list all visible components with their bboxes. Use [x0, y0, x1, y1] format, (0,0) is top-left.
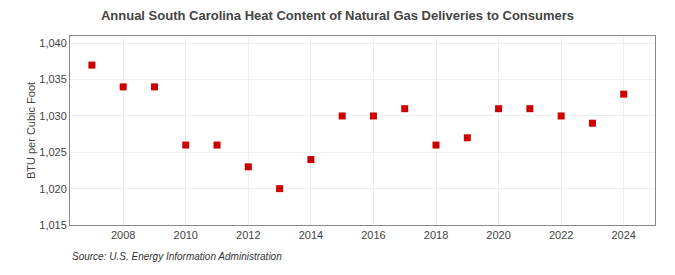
svg-text:2022: 2022 [549, 229, 573, 241]
svg-text:BTU per Cubic Foot: BTU per Cubic Foot [25, 82, 37, 179]
svg-text:2016: 2016 [361, 229, 385, 241]
svg-text:2010: 2010 [174, 229, 198, 241]
svg-text:1,030: 1,030 [39, 110, 67, 122]
svg-text:Annual South Carolina Heat Con: Annual South Carolina Heat Content of Na… [101, 8, 574, 23]
svg-text:1,035: 1,035 [39, 73, 67, 85]
svg-text:2020: 2020 [486, 229, 510, 241]
svg-text:2014: 2014 [299, 229, 323, 241]
svg-text:2012: 2012 [236, 229, 260, 241]
svg-text:Source: U.S. Energy Informatio: Source: U.S. Energy Information Administ… [72, 251, 282, 262]
svg-text:1,015: 1,015 [39, 219, 67, 231]
svg-text:2024: 2024 [611, 229, 635, 241]
svg-text:1,020: 1,020 [39, 183, 67, 195]
svg-text:1,040: 1,040 [39, 37, 67, 49]
svg-text:1,025: 1,025 [39, 146, 67, 158]
svg-text:2018: 2018 [424, 229, 448, 241]
svg-text:2008: 2008 [111, 229, 135, 241]
